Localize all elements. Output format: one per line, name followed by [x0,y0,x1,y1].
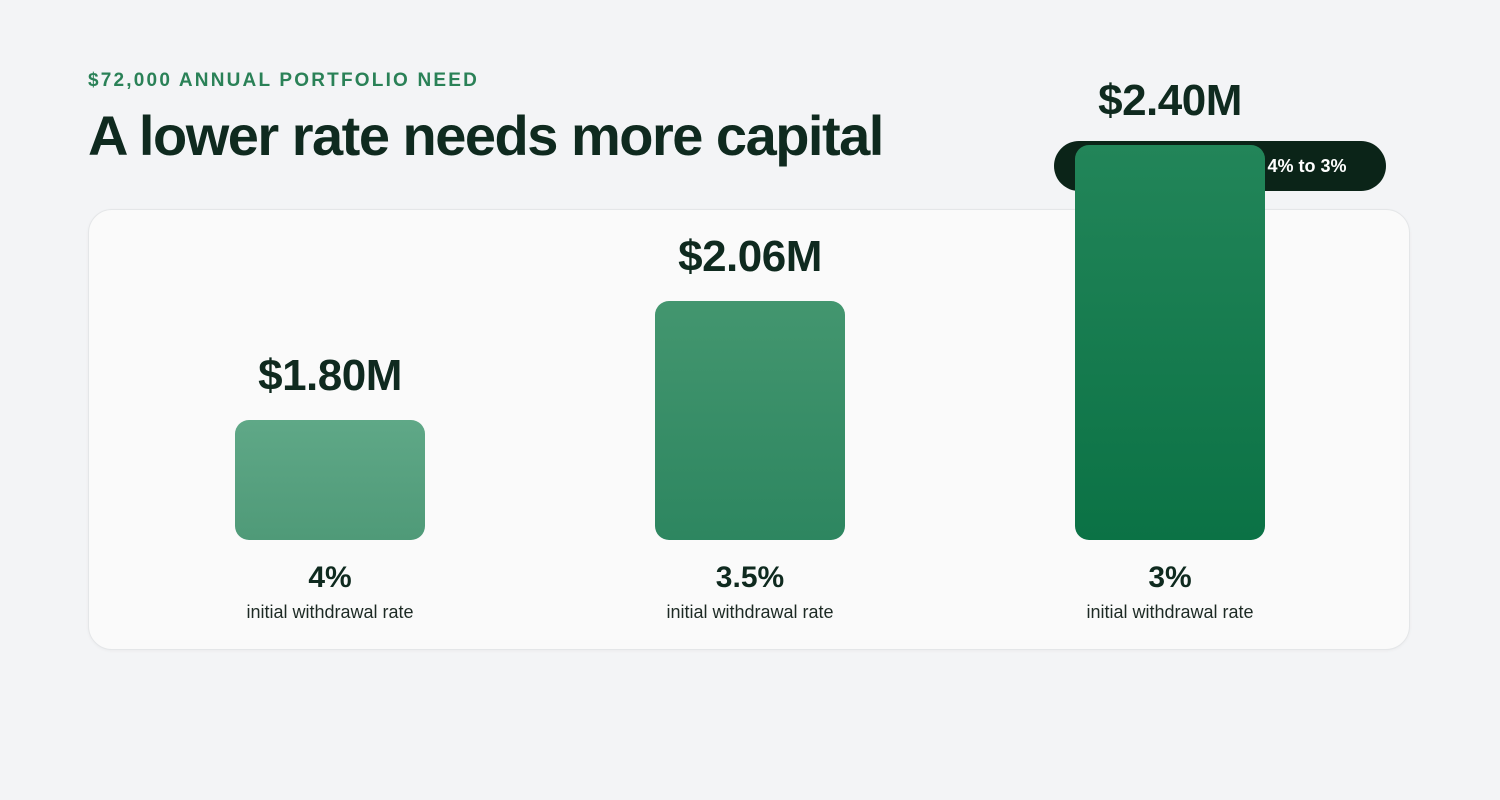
bar-column-4pct: $1.80M 4% initial withdrawal rate [235,210,425,651]
category-label: 3% [1148,561,1192,594]
bar-3-5pct [655,300,845,540]
bar-column-3-5pct: $2.06M 3.5% initial withdrawal rate [655,210,845,651]
category-sublabel: initial withdrawal rate [246,602,414,622]
bar-column-3pct: $2.40M 3% initial withdrawal rate [1075,76,1265,651]
bar-4pct [235,420,425,540]
category-sublabel: initial withdrawal rate [1086,602,1254,622]
chart-card: $1.80M 4% initial withdrawal rate $2.06M… [88,76,1410,651]
category-sublabel: initial withdrawal rate [666,602,834,622]
page-title: A lower rate needs more capital [88,104,884,167]
bar-value-label: $2.40M [1098,75,1242,125]
category-label: 3.5% [715,561,785,594]
eyebrow-label: $72,000 ANNUAL PORTFOLIO NEED [88,70,480,91]
bar-value-label: $2.06M [678,231,822,281]
category-label: 4% [308,561,352,594]
bar-value-label: $1.80M [258,351,402,400]
bar-3pct [1075,144,1265,540]
